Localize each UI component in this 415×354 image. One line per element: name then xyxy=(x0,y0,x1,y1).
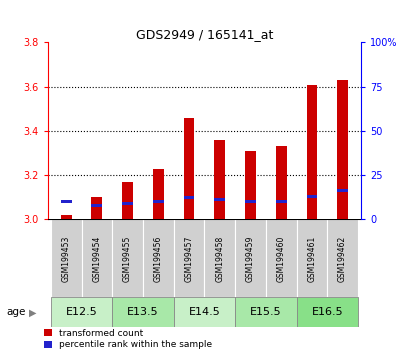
Bar xyxy=(51,219,81,297)
Bar xyxy=(153,169,164,219)
Text: E13.5: E13.5 xyxy=(127,307,159,318)
Text: GSM199462: GSM199462 xyxy=(338,235,347,281)
Bar xyxy=(143,219,173,297)
Text: GSM199454: GSM199454 xyxy=(93,235,101,282)
Bar xyxy=(51,297,112,327)
Text: ▶: ▶ xyxy=(29,307,37,318)
Bar xyxy=(112,219,143,297)
Bar xyxy=(153,200,164,203)
Bar xyxy=(276,147,287,219)
Bar xyxy=(235,297,297,327)
Text: age: age xyxy=(6,307,26,318)
Text: E12.5: E12.5 xyxy=(66,307,98,318)
Bar xyxy=(245,200,256,203)
Text: GSM199456: GSM199456 xyxy=(154,235,163,282)
Text: GSM199461: GSM199461 xyxy=(308,235,316,281)
Bar xyxy=(297,219,327,297)
Bar xyxy=(61,200,71,203)
Bar xyxy=(91,204,102,206)
Title: GDS2949 / 165141_at: GDS2949 / 165141_at xyxy=(136,28,273,41)
Bar xyxy=(173,219,205,297)
Bar xyxy=(307,85,317,219)
Text: GSM199459: GSM199459 xyxy=(246,235,255,282)
Bar xyxy=(112,297,173,327)
Bar xyxy=(307,195,317,198)
Bar xyxy=(245,151,256,219)
Bar xyxy=(337,80,348,219)
Legend: transformed count, percentile rank within the sample: transformed count, percentile rank withi… xyxy=(44,329,212,349)
Bar xyxy=(184,196,194,199)
Bar xyxy=(81,219,112,297)
Text: E16.5: E16.5 xyxy=(311,307,343,318)
Text: GSM199458: GSM199458 xyxy=(215,235,224,281)
Bar xyxy=(61,215,71,219)
Bar xyxy=(297,297,358,327)
Bar xyxy=(122,182,133,219)
Bar xyxy=(122,202,133,205)
Bar xyxy=(215,140,225,219)
Bar xyxy=(327,219,358,297)
Text: GSM199460: GSM199460 xyxy=(277,235,286,282)
Bar xyxy=(235,219,266,297)
Bar xyxy=(276,200,287,203)
Bar xyxy=(91,198,102,219)
Bar xyxy=(205,219,235,297)
Text: GSM199457: GSM199457 xyxy=(185,235,193,282)
Bar xyxy=(184,118,194,219)
Text: GSM199453: GSM199453 xyxy=(62,235,71,282)
Bar xyxy=(215,198,225,201)
Text: GSM199455: GSM199455 xyxy=(123,235,132,282)
Bar xyxy=(173,297,235,327)
Bar xyxy=(337,189,348,192)
Text: E14.5: E14.5 xyxy=(188,307,220,318)
Text: E15.5: E15.5 xyxy=(250,307,282,318)
Bar xyxy=(266,219,297,297)
